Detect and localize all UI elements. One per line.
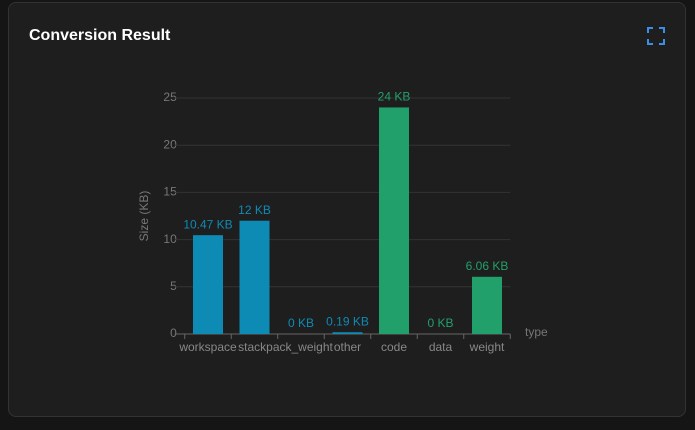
bar <box>472 276 502 334</box>
y-tick-label: 10 <box>163 232 177 246</box>
data-label: 6.06 KB <box>466 259 509 273</box>
bar <box>239 220 270 334</box>
bar <box>193 235 223 334</box>
x-tick-label: workspace <box>178 340 237 354</box>
expand-button[interactable] <box>647 27 665 45</box>
data-label: 0.19 KB <box>326 314 369 328</box>
bar <box>332 332 363 334</box>
x-tick-label: code <box>381 340 407 354</box>
bar <box>379 107 409 334</box>
data-label: 0 KB <box>427 316 453 330</box>
x-tick-label: data <box>429 340 453 354</box>
y-axis-title: Size (KB) <box>137 191 151 242</box>
x-axis-title: type <box>525 325 548 339</box>
data-label: 12 KB <box>238 203 271 217</box>
x-tick-label: stackpack_weight <box>238 340 333 354</box>
y-tick-label: 0 <box>170 326 177 340</box>
y-tick-label: 20 <box>163 137 177 151</box>
data-label: 0 KB <box>288 316 314 330</box>
card: Conversion Result <box>8 2 686 417</box>
y-tick-label: 25 <box>163 90 177 104</box>
data-label: 10.47 KB <box>183 217 232 231</box>
y-tick-label: 15 <box>163 185 177 199</box>
data-label: 24 KB <box>378 90 411 104</box>
y-tick-label: 5 <box>170 279 177 293</box>
card-title: Conversion Result <box>29 27 171 44</box>
x-tick-label: other <box>334 340 361 354</box>
x-tick-label: weight <box>469 340 505 354</box>
